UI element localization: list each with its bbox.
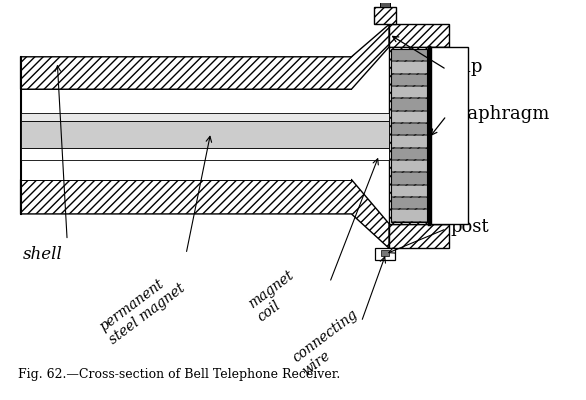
- Text: permanent
steel magnet: permanent steel magnet: [97, 268, 188, 347]
- Bar: [391, 98, 427, 110]
- Bar: [391, 185, 427, 196]
- Polygon shape: [21, 180, 389, 248]
- Bar: [21, 89, 352, 180]
- Text: magnet
coil: magnet coil: [246, 268, 306, 324]
- Bar: [381, 250, 389, 256]
- Bar: [391, 49, 427, 222]
- Text: cap: cap: [451, 58, 483, 76]
- Text: diaphragm: diaphragm: [451, 105, 550, 123]
- Text: Fig. 62.—Cross-section of Bell Telephone Receiver.: Fig. 62.—Cross-section of Bell Telephone…: [18, 368, 340, 381]
- Bar: [391, 160, 427, 172]
- Bar: [391, 210, 427, 221]
- Polygon shape: [21, 24, 389, 89]
- Bar: [21, 121, 389, 148]
- Bar: [391, 111, 427, 122]
- Bar: [391, 61, 427, 73]
- Bar: [389, 224, 448, 248]
- Bar: [21, 148, 389, 160]
- Bar: [380, 1, 390, 7]
- Bar: [391, 197, 427, 208]
- Text: post: post: [451, 218, 489, 236]
- Bar: [391, 172, 427, 184]
- Text: shell: shell: [23, 246, 63, 263]
- Bar: [389, 47, 429, 224]
- Bar: [391, 148, 427, 159]
- Bar: [391, 135, 427, 147]
- Bar: [382, 0, 388, 1]
- Bar: [391, 123, 427, 134]
- Bar: [21, 113, 389, 121]
- Bar: [391, 49, 427, 60]
- Bar: [374, 7, 396, 24]
- Bar: [429, 47, 468, 224]
- Bar: [389, 24, 448, 47]
- Bar: [391, 74, 427, 85]
- Bar: [429, 47, 448, 224]
- Text: connecting
wire: connecting wire: [290, 307, 370, 378]
- Bar: [375, 248, 395, 260]
- Bar: [391, 86, 427, 97]
